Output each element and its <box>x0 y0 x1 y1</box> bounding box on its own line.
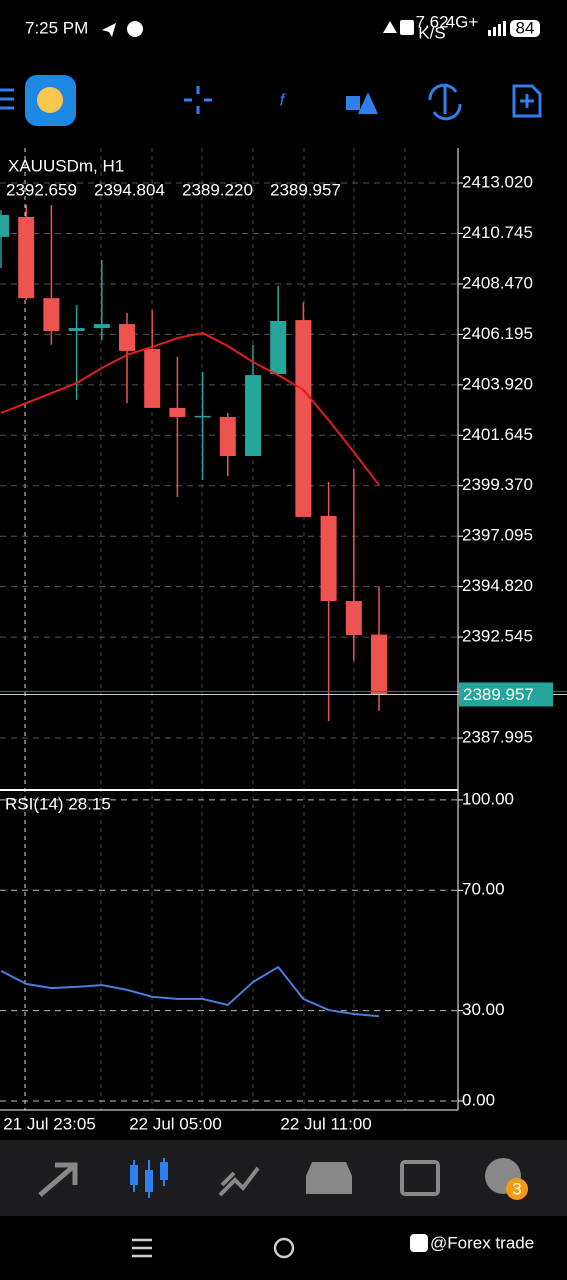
candle-body <box>93 324 110 329</box>
y-tick-label: 30.00 <box>462 1000 505 1019</box>
candle-body <box>194 415 211 418</box>
recents-button[interactable] <box>132 1238 152 1258</box>
candle-body <box>0 214 9 237</box>
app-icon <box>127 21 143 37</box>
net-speed: 7.62 <box>415 12 448 31</box>
candle-body <box>119 324 135 351</box>
network-type: 4G+ <box>446 12 479 31</box>
y-tick-label: 2399.370 <box>462 475 533 494</box>
symbol-title: XAUUSDm, H1 <box>8 156 124 175</box>
ohlc-value: 2394.804 <box>94 180 165 199</box>
status-time: 7:25 PM <box>25 18 88 37</box>
x-tick-label: 22 Jul 05:00 <box>129 1114 222 1133</box>
x-tick-label: 21 Jul 23:05 <box>3 1114 96 1133</box>
y-tick-label: 2392.545 <box>462 627 533 646</box>
battery <box>510 20 540 37</box>
y-tick-label: 2387.995 <box>462 727 533 746</box>
battery-level: 84 <box>516 18 535 37</box>
indicators-button[interactable]: f <box>280 90 287 109</box>
candle-body <box>219 416 236 457</box>
net-speed-unit: K/S <box>418 23 445 42</box>
candle-body <box>270 320 287 374</box>
price-tag <box>459 682 553 707</box>
toolbar: f <box>0 75 542 126</box>
candle-body <box>43 298 60 331</box>
moving-average <box>0 331 380 486</box>
candle-body <box>68 328 85 331</box>
candle-body <box>371 634 387 695</box>
badge-count: 3 <box>512 1179 521 1198</box>
news-tab[interactable] <box>400 1160 440 1196</box>
ohlc-value: 2389.957 <box>270 180 341 199</box>
quotes-tab[interactable] <box>38 1162 78 1197</box>
candle-body <box>320 515 337 602</box>
watermark-icon <box>410 1234 428 1252</box>
y-tick-label: 100.00 <box>462 789 514 808</box>
x-tick-label: 22 Jul 11:00 <box>280 1114 371 1133</box>
y-tick-label: 2408.470 <box>462 273 533 292</box>
plot-bg <box>0 148 458 1110</box>
signal-icons <box>383 20 506 36</box>
candle-body <box>245 375 261 457</box>
y-tick-label: 2406.195 <box>462 324 533 343</box>
chart-tab[interactable] <box>130 1158 168 1198</box>
bottom-nav <box>0 1140 567 1216</box>
y-tick-label: 0.00 <box>462 1090 495 1109</box>
price-tag-label: 2389.957 <box>463 685 534 704</box>
y-tick-label: 2410.745 <box>462 223 533 242</box>
y-tick-label: 2403.920 <box>462 374 533 393</box>
crosshair-button[interactable] <box>184 86 212 114</box>
badge <box>506 1178 528 1200</box>
y-tick-label: 2394.820 <box>462 576 533 595</box>
menu-button[interactable] <box>0 88 14 110</box>
indicator-title: RSI(14) 28.15 <box>5 794 111 813</box>
rsi-line <box>0 965 380 1018</box>
trade-button[interactable] <box>428 83 462 121</box>
new-order-button[interactable] <box>512 84 542 118</box>
y-tick-label: 2413.020 <box>462 173 533 192</box>
candle-body <box>144 348 161 408</box>
watermark: @Forex trade <box>430 1233 534 1252</box>
objects-button[interactable] <box>346 92 378 114</box>
y-tick-label: 2401.645 <box>462 425 533 444</box>
ohlc-value: 2392.659 <box>6 180 77 199</box>
telegram-icon <box>102 23 116 37</box>
y-tick-label: 70.00 <box>462 880 505 899</box>
candle-body <box>345 601 362 635</box>
bottom-nav-icons: 3 <box>38 1158 528 1200</box>
candle-body <box>18 216 35 299</box>
y-tick-label: 2397.095 <box>462 526 533 545</box>
history-tab[interactable] <box>306 1162 352 1194</box>
home-button[interactable] <box>273 1237 295 1259</box>
candle-body <box>295 320 312 518</box>
ohlc-value: 2389.220 <box>182 180 253 199</box>
trade-tab[interactable] <box>218 1166 260 1197</box>
candle-body <box>169 407 186 417</box>
chart-area[interactable]: 2413.020 2410.745 2408.470 2406.195 2403.920… <box>0 148 567 1133</box>
logo-mark <box>37 87 63 113</box>
